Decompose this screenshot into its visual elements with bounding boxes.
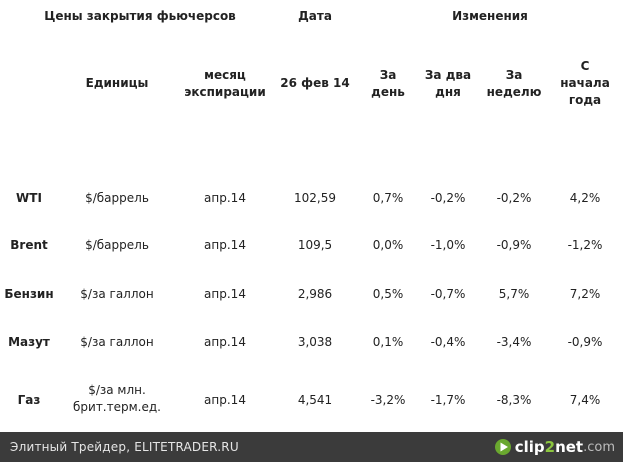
ytd-change-cell: 7,2% xyxy=(569,287,601,301)
week-change-header-line1: За xyxy=(505,68,523,82)
day-change-cell: 0,0% xyxy=(372,238,404,252)
week-change-cell: 5,7% xyxy=(498,287,530,301)
play-arrow-icon xyxy=(494,439,511,455)
two-days-change-cell: -1,0% xyxy=(430,238,466,252)
ytd-change-cell: 7,4% xyxy=(569,393,601,407)
brand-net-text: net xyxy=(555,438,584,456)
brand-clip-text: clip xyxy=(514,438,545,456)
futures-table: Цены закрытия фьючерсов Дата Изменения Е… xyxy=(4,9,615,416)
unit-cell: $/за млн. брит.терм.ед. xyxy=(72,382,162,416)
price-cell: 4,541 xyxy=(297,393,333,407)
expiry-header-line2: экспирации xyxy=(184,85,266,99)
ytd-change-header: С начала года xyxy=(555,58,615,109)
unit-cell: $/баррель xyxy=(85,191,149,205)
price-cell: 102,59 xyxy=(294,191,336,205)
day-change-header-line1: За xyxy=(379,68,397,82)
week-change-header-line2: неделю xyxy=(486,85,542,99)
two-days-change-header: За два дня xyxy=(418,67,478,101)
footer-source-text: Элитный Трейдер, ELITETRADER.RU xyxy=(10,440,239,454)
footer-bar: Элитный Трейдер, ELITETRADER.RU clip 2 n… xyxy=(0,432,623,462)
clip2net-logo[interactable]: clip 2 net .com xyxy=(494,437,615,457)
two-days-change-header-line1: За два xyxy=(424,68,472,82)
unit-cell: $/за галлон xyxy=(80,287,154,301)
commodity-name: Brent xyxy=(10,238,48,252)
unit-cell-line2: брит.терм.ед. xyxy=(73,400,161,414)
day-change-header-line2: день xyxy=(371,85,405,99)
unit-cell-line1: $/за млн. xyxy=(88,383,146,397)
ytd-change-header-line2: начала xyxy=(560,76,610,90)
unit-cell: $/за галлон xyxy=(80,335,154,349)
day-change-cell: 0,7% xyxy=(372,191,404,205)
changes-header: Изменения xyxy=(452,9,528,23)
day-change-cell: 0,1% xyxy=(372,335,404,349)
expiry-cell: апр.14 xyxy=(204,191,246,205)
commodity-name: WTI xyxy=(16,191,42,205)
commodity-name: Бензин xyxy=(4,287,54,301)
ytd-change-header-line3: года xyxy=(568,93,602,107)
date-header: Дата xyxy=(298,9,332,23)
week-change-cell: -0,9% xyxy=(496,238,532,252)
expiry-cell: апр.14 xyxy=(204,393,246,407)
expiry-header: месяц экспирации xyxy=(170,67,280,101)
two-days-change-cell: -0,7% xyxy=(430,287,466,301)
week-change-cell: -0,2% xyxy=(496,191,532,205)
ytd-change-header-line1: С xyxy=(580,59,590,73)
date-value-header: 26 фев 14 xyxy=(280,76,350,90)
two-days-change-cell: -0,4% xyxy=(430,335,466,349)
price-cell: 2,986 xyxy=(297,287,333,301)
brand-com-text: .com xyxy=(583,439,615,455)
price-cell: 109,5 xyxy=(297,238,333,252)
commodity-name: Газ xyxy=(17,393,41,407)
day-change-header: За день xyxy=(360,67,416,101)
price-cell: 3,038 xyxy=(297,335,333,349)
two-days-change-cell: -0,2% xyxy=(430,191,466,205)
unit-cell: $/баррель xyxy=(85,238,149,252)
ytd-change-cell: 4,2% xyxy=(569,191,601,205)
ytd-change-cell: -1,2% xyxy=(567,238,603,252)
units-header: Единицы xyxy=(85,76,149,90)
ytd-change-cell: -0,9% xyxy=(567,335,603,349)
two-days-change-cell: -1,7% xyxy=(430,393,466,407)
day-change-cell: 0,5% xyxy=(372,287,404,301)
table-title: Цены закрытия фьючерсов xyxy=(44,9,236,23)
week-change-header: За неделю xyxy=(482,67,546,101)
commodity-name: Мазут xyxy=(8,335,50,349)
expiry-header-line1: месяц xyxy=(204,68,246,82)
week-change-cell: -3,4% xyxy=(496,335,532,349)
expiry-cell: апр.14 xyxy=(204,335,246,349)
brand-two-text: 2 xyxy=(544,438,556,456)
week-change-cell: -8,3% xyxy=(496,393,532,407)
expiry-cell: апр.14 xyxy=(204,238,246,252)
two-days-change-header-line2: дня xyxy=(435,85,461,99)
day-change-cell: -3,2% xyxy=(370,393,406,407)
expiry-cell: апр.14 xyxy=(204,287,246,301)
